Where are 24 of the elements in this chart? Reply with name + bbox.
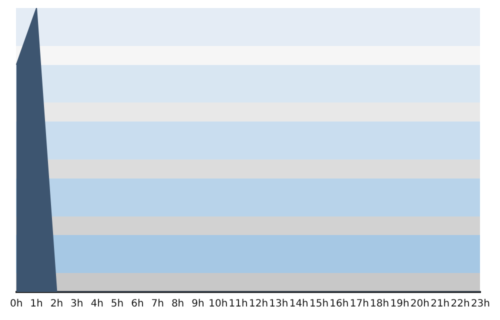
x-tick-label: 23h	[470, 298, 490, 310]
x-tick-label: 17h	[350, 298, 369, 310]
x-tick-label: 10h	[208, 298, 228, 310]
x-tick-label: 6h	[131, 298, 144, 310]
x-tick-label: 11h	[228, 298, 248, 310]
x-tick-label: 3h	[70, 298, 84, 310]
x-tick-label: 2h	[50, 298, 64, 310]
x-tick-label: 12h	[248, 298, 268, 310]
x-tick-label: 13h	[269, 298, 288, 310]
x-tick-label: 9h	[192, 298, 204, 310]
x-tick-label: 0h	[10, 298, 23, 310]
x-tick-label: 21h	[430, 298, 450, 310]
x-tick-label: 1h	[30, 298, 43, 310]
x-tick-label: 14h	[289, 298, 308, 310]
x-tick-label: 8h	[171, 298, 184, 310]
x-tick-label: 20h	[410, 298, 430, 310]
x-tick-label: 15h	[310, 298, 329, 310]
x-tick-label: 16h	[330, 298, 349, 310]
x-tick-label: 19h	[390, 298, 410, 310]
x-tick-label: 5h	[110, 298, 124, 310]
x-tick-label: 22h	[450, 298, 470, 310]
x-tick-label: 7h	[151, 298, 164, 310]
x-tick-label: 18h	[370, 298, 390, 310]
x-tick-label: 4h	[90, 298, 104, 310]
